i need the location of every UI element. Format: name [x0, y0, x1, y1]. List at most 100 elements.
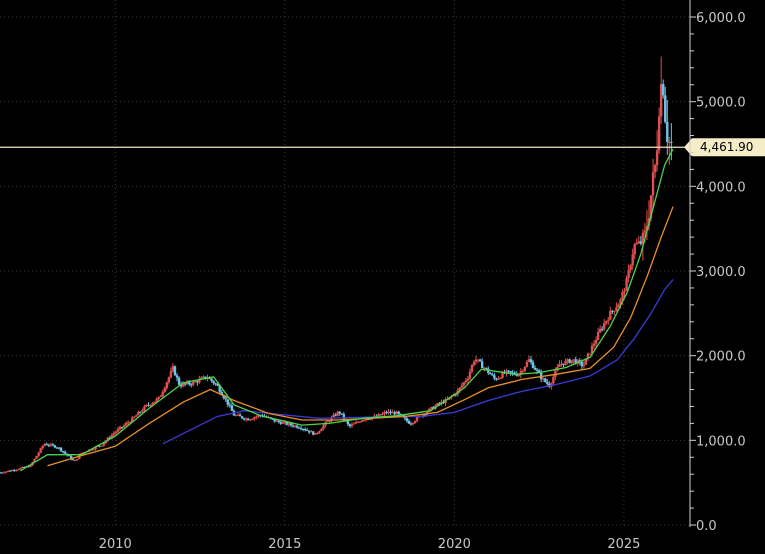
candle-body	[495, 378, 498, 380]
candle-body	[116, 429, 120, 432]
candle-body	[666, 122, 669, 142]
candle-body	[332, 414, 335, 418]
candle-body	[383, 412, 386, 414]
candle-body	[320, 428, 323, 432]
candle-body	[397, 411, 400, 414]
candle-body	[432, 407, 435, 409]
candle-body	[582, 364, 586, 367]
candle-body	[291, 425, 295, 427]
y-axis: 0.0 1,000.0 2,000.0 3,000.0 4,000.0 5,000.0 6,…	[689, 0, 746, 534]
candle-body	[336, 411, 339, 416]
candle-body	[623, 290, 626, 293]
candle-body	[401, 414, 405, 417]
candle-body	[478, 359, 482, 362]
candle-body	[482, 367, 486, 369]
candle-body	[167, 377, 171, 383]
candle-body	[387, 411, 390, 413]
candle-body	[468, 371, 472, 379]
candle-body	[609, 310, 612, 320]
candle-body	[600, 328, 604, 330]
candle-body	[234, 415, 238, 417]
candle-body	[407, 420, 411, 424]
candle-body	[275, 420, 278, 422]
y-tick-label: 1,000.0	[696, 434, 746, 449]
candle-body	[552, 376, 555, 384]
candle-body	[334, 414, 337, 416]
candle-body	[94, 446, 97, 450]
candle-body	[0, 472, 2, 474]
candle-body	[352, 423, 356, 425]
price-tag	[684, 138, 765, 157]
candle-body	[151, 403, 154, 406]
candle-body	[330, 417, 333, 422]
candle-body	[220, 391, 223, 396]
candle-body	[114, 431, 118, 434]
candle-body	[592, 343, 596, 346]
candle-body	[360, 420, 364, 422]
candle-body	[35, 455, 38, 459]
candle-body	[244, 418, 248, 420]
candle-body	[570, 360, 573, 364]
y-tick-label: 5,000.0	[696, 96, 746, 111]
price-tag-label: 4,461.90	[700, 140, 753, 154]
candle-body	[470, 365, 474, 372]
candle-body	[230, 405, 234, 411]
candle-body	[312, 431, 315, 435]
candle-body	[29, 465, 32, 467]
candle-body	[41, 445, 44, 449]
candle-body	[27, 466, 30, 468]
candle-body	[19, 467, 22, 470]
candle-body	[236, 414, 240, 416]
candle-body	[72, 459, 75, 461]
candle-body	[558, 364, 561, 367]
candle-body	[460, 385, 464, 388]
candle-body	[305, 430, 309, 432]
candle-body	[655, 150, 659, 166]
candle-body	[92, 449, 95, 451]
candle-body	[183, 383, 187, 385]
candle-body	[564, 360, 567, 365]
candle-body	[356, 421, 360, 423]
candle-body	[328, 421, 331, 423]
candle-body	[133, 416, 136, 418]
candle-body	[43, 444, 46, 446]
candle-body	[149, 405, 152, 407]
candle-body	[106, 437, 110, 441]
candle-body	[501, 372, 504, 378]
candle-body	[57, 447, 61, 449]
candle-body	[489, 373, 492, 375]
candle-body	[303, 429, 307, 431]
candle-body	[568, 359, 571, 364]
candle-body	[662, 83, 665, 96]
candle-body	[621, 292, 624, 300]
candle-body	[33, 458, 36, 463]
candle-body	[651, 172, 655, 196]
candle-body	[346, 420, 350, 425]
candle-body	[131, 417, 134, 423]
candle-body	[391, 412, 394, 414]
candle-body	[517, 374, 520, 376]
candle-body	[657, 116, 661, 151]
y-tick-label: 6,000.0	[696, 11, 746, 26]
candle-body	[23, 466, 26, 468]
candle-body	[572, 359, 575, 361]
candle-body	[385, 412, 388, 414]
candle-body	[126, 422, 130, 424]
candle-body	[80, 453, 83, 455]
candle-body	[617, 304, 620, 308]
candle-body	[464, 380, 468, 383]
candle-body	[377, 414, 380, 417]
candle-body	[480, 361, 484, 368]
candle-body	[629, 265, 632, 271]
candle-body	[175, 375, 179, 378]
candle-body	[523, 366, 527, 371]
candle-body	[310, 431, 313, 433]
candle-body	[51, 444, 55, 446]
candle-body	[574, 359, 577, 364]
candle-body	[497, 378, 500, 380]
candle-body	[192, 381, 195, 385]
candle-body	[613, 310, 616, 312]
candle-body	[607, 319, 610, 321]
candle-body	[421, 414, 425, 417]
